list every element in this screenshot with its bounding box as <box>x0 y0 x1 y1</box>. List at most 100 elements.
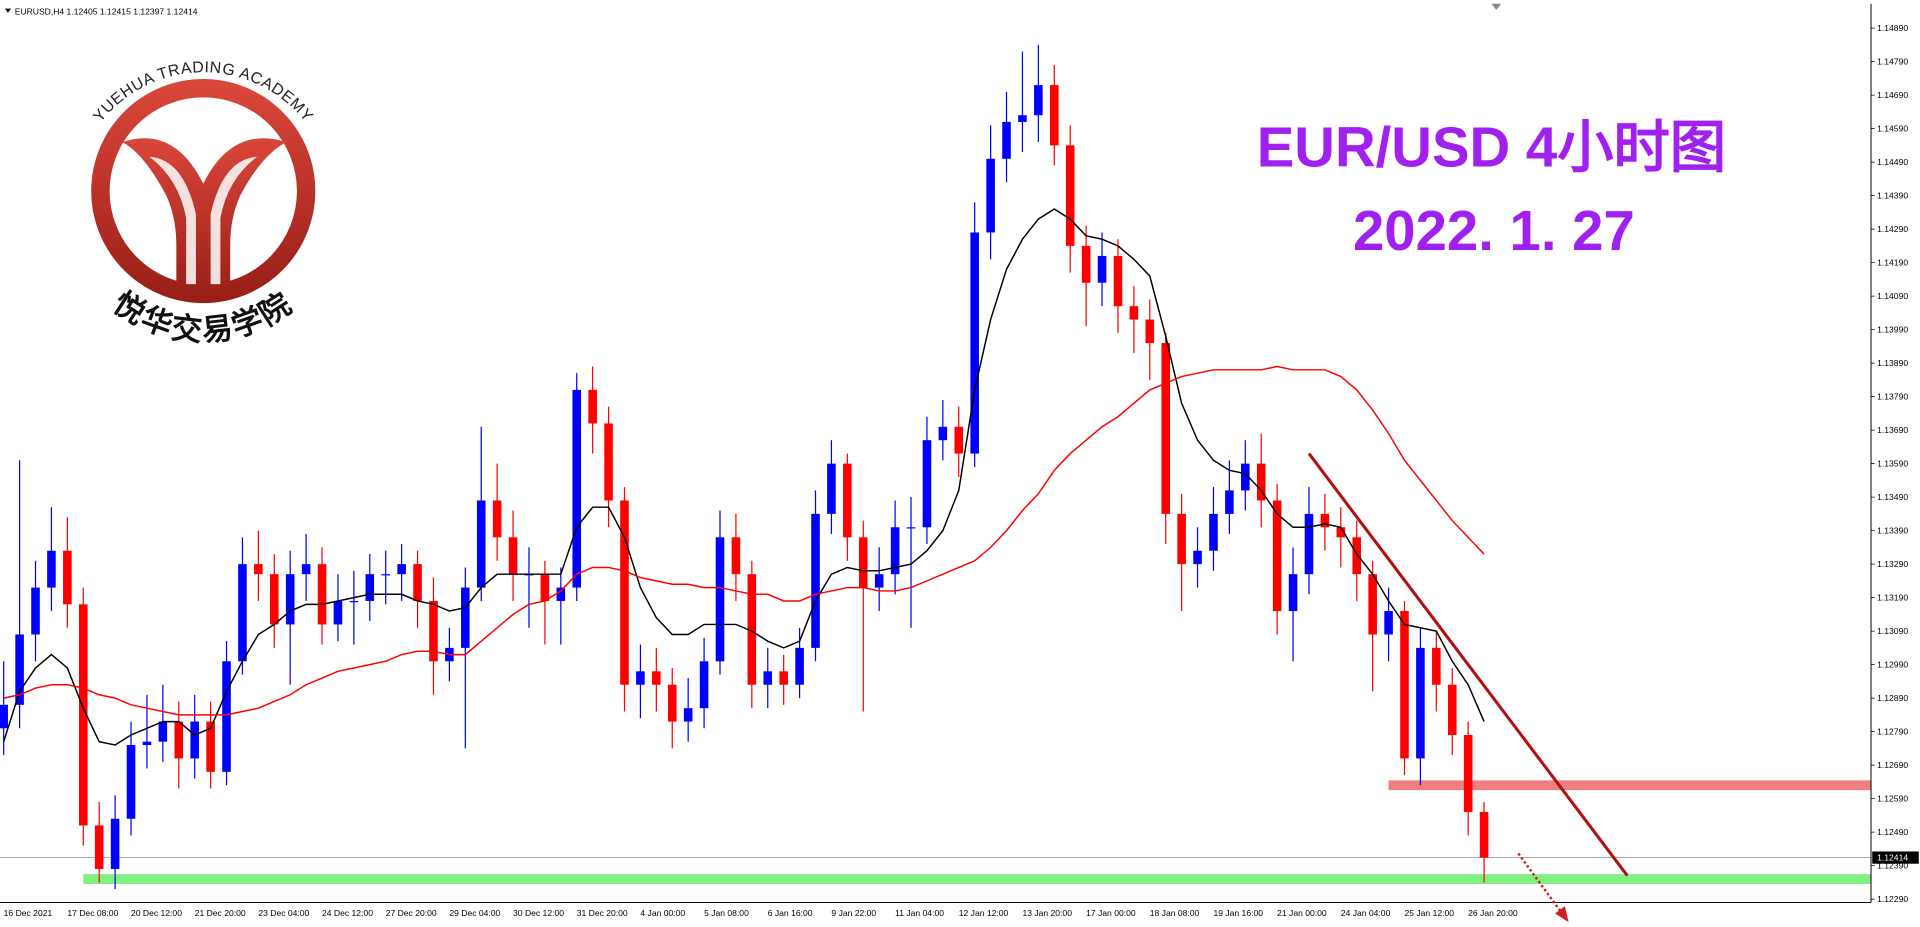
candle-body <box>1129 306 1139 320</box>
candle-body <box>270 574 279 625</box>
x-tick-label: 9 Jan 22:00 <box>831 908 876 918</box>
y-tick-label: 1.14590 <box>1877 124 1908 134</box>
scroll-marker <box>1491 3 1502 10</box>
x-tick-label: 21 Dec 20:00 <box>195 908 246 918</box>
x-tick-label: 27 Dec 20:00 <box>386 908 437 918</box>
candle-body <box>1368 574 1377 635</box>
candle-body <box>174 721 184 759</box>
y-tick-label: 1.14390 <box>1877 191 1908 201</box>
price-zone <box>83 874 1872 884</box>
candle-body <box>1177 513 1186 565</box>
candle-body <box>461 587 470 648</box>
candle-body <box>747 574 757 685</box>
candle-body <box>63 550 72 605</box>
x-tick-label: 12 Jan 12:00 <box>959 908 1009 918</box>
x-tick-label: 11 Jan 04:00 <box>895 908 944 918</box>
x-tick-label: 23 Dec 04:00 <box>258 908 309 918</box>
y-tick-label: 1.13290 <box>1877 559 1908 569</box>
candle-body <box>110 818 120 869</box>
symbol-header: EURUSD,H4 1.12405 1.12415 1.12397 1.1241… <box>15 7 198 17</box>
x-tick-label: 24 Jan 04:00 <box>1341 908 1391 918</box>
candle-body <box>954 426 964 454</box>
candle-body <box>349 600 359 603</box>
logo-highlight <box>210 156 258 285</box>
x-tick-label: 20 Dec 12:00 <box>131 908 182 918</box>
candle-body <box>1463 734 1473 813</box>
candle-body <box>1384 611 1393 635</box>
candle-body <box>636 671 645 685</box>
candle-body <box>588 389 597 424</box>
candle-body <box>397 564 406 575</box>
x-tick-label: 13 Jan 20:00 <box>1022 908 1072 918</box>
candle-body <box>1161 343 1170 514</box>
y-tick-label: 1.13190 <box>1877 593 1908 603</box>
y-tick-label: 1.12690 <box>1877 760 1908 770</box>
candle-body <box>15 634 24 705</box>
y-tick-label: 1.14790 <box>1877 57 1908 67</box>
y-tick-label: 1.14090 <box>1877 291 1908 301</box>
candle-body <box>190 721 199 759</box>
candle-body <box>1034 85 1043 116</box>
x-tick-label: 18 Jan 08:00 <box>1150 908 1200 918</box>
price-tag-label: 1.12414 <box>1877 853 1908 863</box>
menu-triangle <box>4 8 12 13</box>
candle-body <box>429 600 438 662</box>
x-tick-label: 29 Dec 04:00 <box>449 908 500 918</box>
x-tick-label: 17 Jan 00:00 <box>1086 908 1136 918</box>
price-zone <box>1388 780 1872 791</box>
candle-body <box>1097 255 1107 283</box>
x-tick-label: 21 Jan 00:00 <box>1277 908 1327 918</box>
candle-body <box>540 574 550 601</box>
plot-area <box>0 44 1872 890</box>
candle-body <box>1320 513 1330 528</box>
y-tick-label: 1.12490 <box>1877 827 1908 837</box>
candle-body <box>381 574 390 576</box>
y-tick-label: 1.13390 <box>1877 526 1908 536</box>
y-tick-label: 1.14490 <box>1877 157 1908 167</box>
y-tick-label: 1.13690 <box>1877 425 1908 435</box>
candle-body <box>1241 463 1250 491</box>
candle-body <box>667 684 677 722</box>
y-tick-label: 1.12790 <box>1877 727 1908 737</box>
candle-body <box>620 500 629 685</box>
candle-body <box>874 574 884 588</box>
candle-body <box>1256 463 1266 501</box>
candle-body <box>763 671 773 685</box>
candle-body <box>222 661 231 772</box>
candle-body <box>715 537 725 662</box>
candle-body <box>683 708 693 722</box>
candle-body <box>890 527 900 575</box>
y-tick-label: 1.13890 <box>1877 358 1908 368</box>
x-tick-label: 4 Jan 00:00 <box>640 908 685 918</box>
candle-body <box>699 661 709 709</box>
x-tick-label: 16 Dec 2021 <box>4 908 53 918</box>
candle-body <box>1050 85 1059 146</box>
candle-body <box>811 513 820 648</box>
y-tick-label: 1.13990 <box>1877 325 1908 335</box>
candle-body <box>254 564 263 575</box>
y-tick-label: 1.13090 <box>1877 626 1908 636</box>
candle-body <box>301 564 311 575</box>
candle-body <box>317 564 327 625</box>
candle-body <box>1193 550 1202 565</box>
moving-average <box>3 365 1485 716</box>
y-tick-label: 1.14290 <box>1877 224 1908 234</box>
candle-body <box>938 426 948 441</box>
x-tick-label: 6 Jan 16:00 <box>768 908 813 918</box>
candle-body <box>365 574 375 601</box>
candle-body <box>779 671 788 685</box>
candle-body <box>1479 812 1489 858</box>
chart-subtitle: 2022. 1. 27 <box>1353 199 1635 262</box>
y-tick-label: 1.13490 <box>1877 492 1908 502</box>
candle-body <box>906 527 916 529</box>
candle-body <box>285 574 295 625</box>
trendline <box>1307 452 1629 877</box>
candle-body <box>1416 647 1425 759</box>
candle-body <box>206 721 215 772</box>
y-tick-label: 1.12590 <box>1877 794 1908 804</box>
y-tick-label: 1.12890 <box>1877 693 1908 703</box>
candle-body <box>1432 647 1441 685</box>
candle-body <box>1018 115 1027 122</box>
y-tick-label: 1.12990 <box>1877 660 1908 670</box>
